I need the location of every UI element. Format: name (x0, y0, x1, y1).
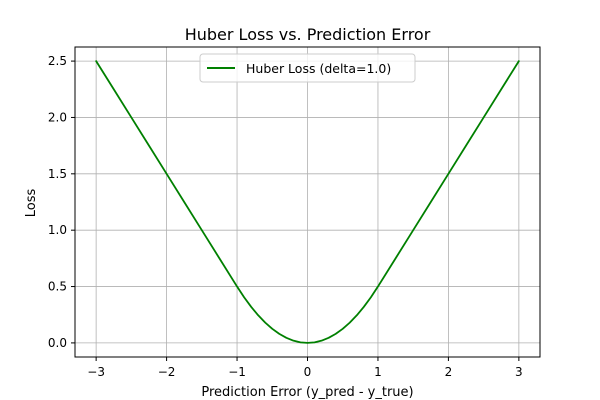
x-tick-label: 1 (374, 365, 382, 379)
legend: Huber Loss (delta=1.0) (199, 53, 416, 83)
y-tick-label: 2.5 (48, 54, 67, 68)
x-tick-label: −2 (158, 365, 176, 379)
y-tick-label: 0.0 (48, 336, 67, 350)
grid-lines (75, 47, 540, 357)
y-axis-label: Loss (24, 189, 39, 218)
legend-box (199, 53, 416, 83)
y-tick-label: 0.5 (48, 280, 67, 294)
axis-ticks: −3 −2 −1 0 1 2 3 0.0 0.5 1.0 1.5 2.0 2.5 (48, 54, 523, 379)
series-line (95, 60, 520, 344)
x-tick-label: 0 (304, 365, 312, 379)
x-tick-label: 3 (515, 365, 523, 379)
x-axis-label: Prediction Error (y_pred - y_true) (201, 385, 413, 400)
data-layer (95, 60, 520, 344)
y-tick-label: 1.5 (48, 167, 67, 181)
y-tick-label: 2.0 (48, 110, 67, 124)
legend-label: Huber Loss (delta=1.0) (246, 61, 391, 76)
y-tick-label: 1.0 (48, 223, 67, 237)
chart-title: Huber Loss vs. Prediction Error (185, 25, 431, 44)
x-tick-label: −1 (228, 365, 246, 379)
x-tick-label: −3 (87, 365, 105, 379)
x-tick-label: 2 (445, 365, 453, 379)
